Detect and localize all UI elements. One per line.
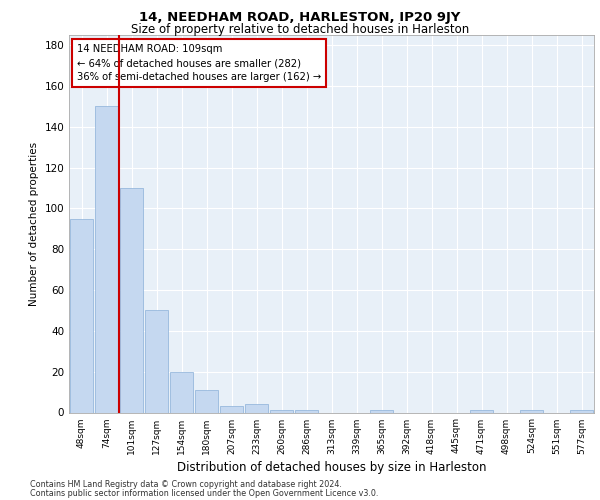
Bar <box>245 404 268 412</box>
Bar <box>170 372 193 412</box>
Bar <box>370 410 393 412</box>
Bar <box>195 390 218 412</box>
Bar <box>295 410 318 412</box>
Text: Contains public sector information licensed under the Open Government Licence v3: Contains public sector information licen… <box>30 488 379 498</box>
Bar <box>570 410 593 412</box>
Text: Contains HM Land Registry data © Crown copyright and database right 2024.: Contains HM Land Registry data © Crown c… <box>30 480 342 489</box>
X-axis label: Distribution of detached houses by size in Harleston: Distribution of detached houses by size … <box>177 460 486 473</box>
Bar <box>220 406 243 412</box>
Text: 14, NEEDHAM ROAD, HARLESTON, IP20 9JY: 14, NEEDHAM ROAD, HARLESTON, IP20 9JY <box>139 12 461 24</box>
Bar <box>95 106 118 412</box>
Y-axis label: Number of detached properties: Number of detached properties <box>29 142 39 306</box>
Bar <box>120 188 143 412</box>
Text: Size of property relative to detached houses in Harleston: Size of property relative to detached ho… <box>131 24 469 36</box>
Bar <box>520 410 543 412</box>
Bar <box>270 410 293 412</box>
Bar <box>470 410 493 412</box>
Bar <box>70 218 93 412</box>
Bar <box>145 310 168 412</box>
Text: 14 NEEDHAM ROAD: 109sqm
← 64% of detached houses are smaller (282)
36% of semi-d: 14 NEEDHAM ROAD: 109sqm ← 64% of detache… <box>77 44 321 82</box>
